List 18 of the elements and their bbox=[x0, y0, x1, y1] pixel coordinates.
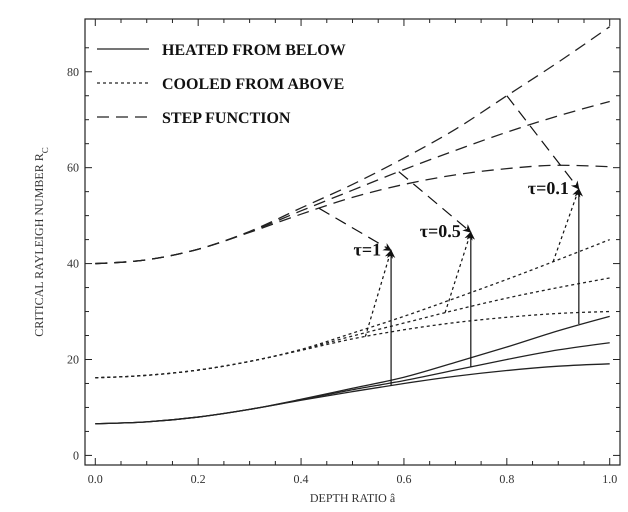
y-tick-label: 0 bbox=[73, 448, 79, 462]
legend-label: HEATED FROM BELOW bbox=[162, 42, 346, 59]
x-axis-title: DEPTH RATIO â bbox=[310, 491, 396, 505]
y-tick-label: 20 bbox=[67, 352, 79, 366]
annotation: τ=1 bbox=[354, 239, 382, 260]
x-tick-label: 0.0 bbox=[88, 472, 103, 486]
legend-label: STEP FUNCTION bbox=[162, 110, 291, 127]
x-tick-label: 1.0 bbox=[602, 472, 618, 486]
y-tick-label: 80 bbox=[67, 64, 79, 79]
x-tick-label: 0.4 bbox=[294, 472, 309, 486]
x-tick-label: 0.6 bbox=[396, 472, 412, 486]
y-tick-label: 60 bbox=[67, 160, 79, 175]
annotation: τ=0.1 bbox=[528, 178, 569, 198]
y-tick-label: 40 bbox=[67, 256, 79, 271]
annotation: τ=0.5 bbox=[420, 221, 461, 242]
x-tick-label: 0.2 bbox=[190, 472, 206, 486]
x-tick-label: 0.8 bbox=[499, 472, 514, 486]
legend-label: COOLED FROM ABOVE bbox=[162, 76, 344, 93]
